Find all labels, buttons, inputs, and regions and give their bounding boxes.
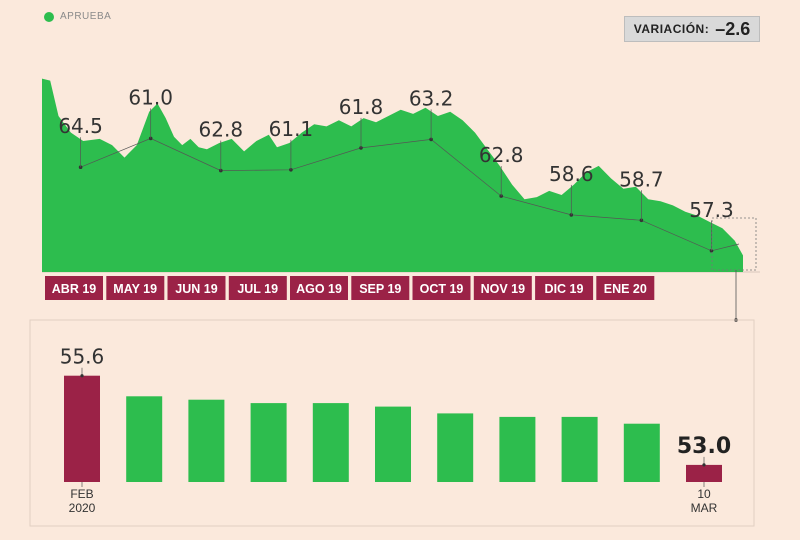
legend-label: APRUEBA xyxy=(60,11,112,22)
annotation-value: 61.0 xyxy=(128,85,173,109)
month-tick-bg xyxy=(473,276,532,300)
bar-panel-frame xyxy=(29,319,755,527)
month-tick-bg xyxy=(596,276,655,300)
month-tick-bg xyxy=(167,276,226,300)
variation-value: –2.6 xyxy=(715,18,751,39)
month-tick-label: ABR 19 xyxy=(52,282,97,296)
month-tick-bg xyxy=(351,276,410,300)
bar xyxy=(64,375,100,482)
month-tick-label: DIC 19 xyxy=(545,282,584,296)
month-tick-label: JUN 19 xyxy=(175,282,217,296)
annotation-value: 62.8 xyxy=(199,118,244,142)
annotation-value: 64.5 xyxy=(58,114,103,138)
bar-category-label: MAR xyxy=(691,501,718,515)
bar-value-label: 53.0 xyxy=(677,434,731,459)
month-tick-label: AGO 19 xyxy=(296,282,342,296)
bar-category-label: 10 xyxy=(697,487,711,501)
area-series xyxy=(42,78,743,272)
annotation-value: 61.8 xyxy=(339,95,384,119)
bar xyxy=(437,413,474,482)
month-tick-label: ENE 20 xyxy=(604,282,647,296)
bar xyxy=(499,416,536,482)
annotation-value: 63.2 xyxy=(409,86,454,110)
variation-label: VARIACIÓN: xyxy=(633,22,710,36)
month-tick-label: NOV 19 xyxy=(481,282,526,296)
month-tick-bg xyxy=(228,276,287,300)
bar-category-label: FEB xyxy=(70,487,93,501)
month-tick-label: SEP 19 xyxy=(359,282,401,296)
month-axis: ABR 19 MAY 19 JUN 19 JUL 19 AGO 19 SEP 19 OCT … xyxy=(45,276,655,300)
variation-badge: VARIACIÓN: –2.6 xyxy=(624,16,760,42)
bar xyxy=(686,464,722,482)
month-tick-bg xyxy=(106,276,165,300)
bar xyxy=(561,416,598,482)
annotation-value: 62.8 xyxy=(479,143,524,167)
bar-dot xyxy=(702,463,706,467)
bar xyxy=(375,406,411,482)
bar xyxy=(126,396,163,482)
bar-dot xyxy=(80,374,84,378)
bar xyxy=(250,403,287,482)
month-tick-bg xyxy=(412,276,471,300)
area-annotations: 64.5 61.0 62.8 61.1 61.8 63.2 62.8 58.6 58.7 57.3 xyxy=(58,85,740,253)
bar xyxy=(188,399,225,482)
annotation-value: 58.7 xyxy=(619,167,664,191)
month-tick-label: MAY 19 xyxy=(113,282,157,296)
zoom-box xyxy=(711,217,757,271)
bar xyxy=(623,423,660,482)
annotation-value: 61.1 xyxy=(269,117,314,141)
bar xyxy=(312,403,349,482)
month-tick-bg xyxy=(290,276,348,300)
month-tick-bg xyxy=(45,276,103,300)
legend-swatch xyxy=(44,11,54,22)
area-fill xyxy=(42,78,743,272)
month-tick-label: OCT 19 xyxy=(420,282,464,296)
bar-value-label: 55.6 xyxy=(60,345,105,369)
legend: APRUEBA xyxy=(44,11,111,22)
bar-category-label: 2020 xyxy=(69,501,96,515)
month-tick-label: JUL 19 xyxy=(237,282,278,296)
annotation-value: 58.6 xyxy=(549,162,594,186)
annotation-value: 57.3 xyxy=(689,198,734,222)
month-tick-bg xyxy=(535,276,594,300)
